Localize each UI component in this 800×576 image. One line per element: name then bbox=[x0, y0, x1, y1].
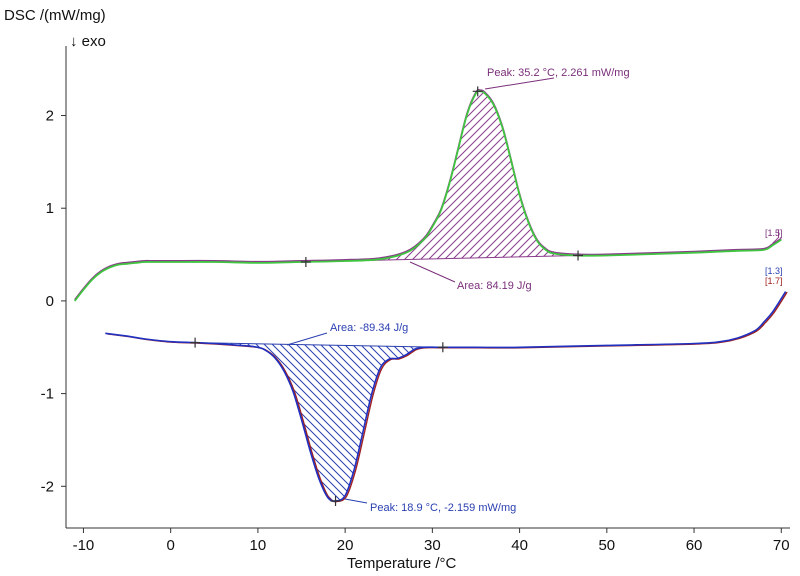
cooling-area-annotation: Area: -89.34 J/g bbox=[286, 322, 408, 346]
cooling-area-leader bbox=[286, 332, 328, 346]
x-tick-label: 40 bbox=[511, 537, 528, 554]
exo-direction-label: ↓ exo bbox=[70, 33, 106, 50]
end-label-13-text: [1.3] bbox=[765, 266, 783, 276]
x-tick-label: 50 bbox=[598, 537, 615, 554]
x-tick-label: 30 bbox=[424, 537, 441, 554]
end-label-15: [1.5] bbox=[765, 228, 783, 238]
cooling-peak-hatched-area bbox=[193, 342, 444, 502]
cooling-peak-leader bbox=[344, 498, 368, 504]
hatched-areas bbox=[193, 90, 580, 502]
heating-peak-annotation: Peak: 35.2 °C, 2.261 mW/mg bbox=[484, 67, 630, 90]
cooling-baseline-end-marker bbox=[437, 342, 448, 353]
heating-peak-marker bbox=[472, 86, 483, 97]
end-label-17: [1.7] bbox=[765, 276, 783, 286]
cooling-baseline-start-marker bbox=[190, 337, 201, 348]
heating-curve-green bbox=[74, 90, 782, 302]
y-axis-label: DSC /(mW/mg) bbox=[4, 7, 106, 24]
cooling-peak-label: Peak: 18.9 °C, -2.159 mW/mg bbox=[370, 502, 516, 514]
heating-area-leader bbox=[409, 261, 456, 283]
y-tick-label: -2 bbox=[41, 478, 54, 495]
end-label-13: [1.3] bbox=[765, 266, 783, 276]
end-label-15-text: [1.5] bbox=[765, 228, 783, 238]
x-tick-label: 60 bbox=[686, 537, 703, 554]
heating-baseline-start-marker bbox=[300, 256, 311, 267]
baseline-markers bbox=[190, 86, 584, 507]
cooling-peak-annotation: Peak: 18.9 °C, -2.159 mW/mg bbox=[344, 498, 516, 514]
x-tick-label: 20 bbox=[337, 537, 354, 554]
heating-peak-hatched-area bbox=[305, 90, 580, 262]
cooling-curve-red bbox=[106, 291, 788, 503]
series-lines bbox=[74, 88, 788, 503]
y-tick-label: -1 bbox=[41, 386, 54, 403]
heating-end-flag bbox=[772, 229, 780, 244]
x-axis-label: Temperature /°C bbox=[347, 555, 457, 572]
heating-area-annotation: Area: 84.19 J/g bbox=[409, 261, 532, 292]
cooling-baseline bbox=[195, 342, 443, 348]
cooling-area-label: Area: -89.34 J/g bbox=[330, 322, 408, 334]
y-tick-label: 2 bbox=[46, 108, 54, 125]
heating-peak-leader bbox=[484, 77, 555, 90]
x-tick-label: 0 bbox=[167, 537, 175, 554]
x-tick-label: 70 bbox=[773, 537, 790, 554]
end-label-17-text: [1.7] bbox=[765, 276, 783, 286]
x-tick-label: 10 bbox=[250, 537, 267, 554]
x-tick-label: -10 bbox=[73, 537, 95, 554]
cooling-curve-blue bbox=[105, 291, 787, 502]
heating-curve-purple bbox=[74, 88, 782, 301]
heating-peak-label: Peak: 35.2 °C, 2.261 mW/mg bbox=[487, 67, 630, 79]
heating-area-label: Area: 84.19 J/g bbox=[457, 280, 532, 292]
y-tick-label: 0 bbox=[46, 293, 54, 310]
y-tick-label: 1 bbox=[46, 200, 54, 217]
heating-baseline-end-marker bbox=[573, 250, 584, 261]
cooling-peak-marker bbox=[330, 496, 341, 507]
